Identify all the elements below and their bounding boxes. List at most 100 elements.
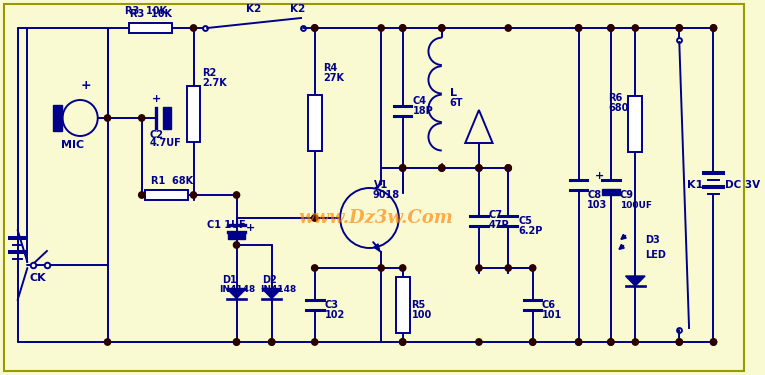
Circle shape: [311, 25, 317, 31]
Circle shape: [676, 25, 682, 31]
Text: K2: K2: [246, 4, 262, 14]
Circle shape: [104, 115, 111, 121]
Circle shape: [399, 165, 405, 171]
Bar: [163, 107, 171, 129]
Text: 9018: 9018: [373, 190, 399, 200]
Circle shape: [104, 339, 111, 345]
Bar: [629, 96, 642, 152]
Text: C3: C3: [324, 300, 338, 310]
Text: R5: R5: [412, 300, 426, 310]
Circle shape: [378, 265, 384, 271]
Text: D2: D2: [262, 275, 277, 285]
Bar: [602, 189, 620, 195]
Text: C8: C8: [588, 190, 601, 200]
Text: K1: K1: [687, 180, 703, 190]
Text: R3  10K: R3 10K: [125, 6, 167, 16]
Circle shape: [311, 265, 317, 271]
Text: 6T: 6T: [450, 98, 463, 108]
Circle shape: [575, 339, 581, 345]
Text: 18P: 18P: [412, 105, 433, 116]
Text: R6: R6: [608, 93, 622, 103]
Circle shape: [399, 25, 405, 31]
Text: C5: C5: [518, 216, 532, 225]
Text: IN4148: IN4148: [219, 285, 256, 294]
Text: L: L: [450, 88, 457, 98]
Text: R2: R2: [202, 68, 216, 78]
Polygon shape: [626, 276, 645, 286]
Text: www.Dz3w.Com: www.Dz3w.Com: [299, 209, 454, 227]
Circle shape: [505, 25, 511, 31]
Circle shape: [399, 339, 405, 345]
Circle shape: [399, 265, 405, 271]
Text: IN4148: IN4148: [260, 285, 296, 294]
Circle shape: [676, 339, 682, 345]
Circle shape: [711, 25, 717, 31]
Circle shape: [269, 339, 275, 345]
Text: C1 1UF: C1 1UF: [207, 220, 246, 230]
Circle shape: [190, 25, 197, 31]
Bar: [228, 232, 246, 239]
Text: 6.2P: 6.2P: [518, 225, 542, 236]
Circle shape: [311, 215, 317, 221]
Text: +: +: [246, 223, 256, 233]
Circle shape: [711, 339, 717, 345]
Circle shape: [438, 25, 445, 31]
Circle shape: [311, 339, 317, 345]
Circle shape: [529, 339, 536, 345]
Circle shape: [575, 25, 581, 31]
Text: DC 3V: DC 3V: [725, 180, 760, 190]
Text: C9: C9: [620, 190, 633, 200]
Text: 102: 102: [324, 310, 345, 320]
Text: C4: C4: [412, 96, 426, 105]
Circle shape: [399, 165, 405, 171]
Circle shape: [138, 115, 145, 121]
Circle shape: [529, 265, 536, 271]
Circle shape: [632, 339, 639, 345]
Text: 100: 100: [412, 310, 431, 320]
Circle shape: [233, 339, 239, 345]
Text: R3  10K: R3 10K: [129, 9, 171, 19]
Circle shape: [476, 265, 482, 271]
Bar: [308, 95, 321, 151]
Circle shape: [607, 25, 614, 31]
Polygon shape: [262, 288, 282, 298]
Circle shape: [190, 192, 197, 198]
Text: 103: 103: [588, 200, 607, 210]
Bar: [187, 86, 200, 142]
Circle shape: [476, 165, 482, 171]
Circle shape: [233, 192, 239, 198]
Circle shape: [311, 25, 317, 31]
Circle shape: [529, 339, 536, 345]
Bar: [396, 277, 409, 333]
Circle shape: [607, 339, 614, 345]
Circle shape: [676, 339, 682, 345]
Circle shape: [632, 25, 639, 31]
Circle shape: [575, 339, 581, 345]
Text: C6: C6: [542, 300, 555, 310]
Circle shape: [340, 188, 399, 248]
Circle shape: [607, 25, 614, 31]
Circle shape: [575, 25, 581, 31]
Text: 47P: 47P: [489, 220, 509, 231]
Text: D3: D3: [645, 235, 660, 245]
Circle shape: [399, 339, 405, 345]
Text: CK: CK: [29, 273, 46, 283]
Circle shape: [138, 192, 145, 198]
Circle shape: [438, 165, 445, 171]
Circle shape: [438, 25, 445, 31]
Circle shape: [505, 165, 511, 171]
Circle shape: [438, 165, 445, 171]
Circle shape: [505, 165, 511, 171]
Text: 2.7K: 2.7K: [202, 78, 227, 88]
Text: +: +: [80, 79, 91, 92]
Circle shape: [476, 165, 482, 171]
Text: 680: 680: [608, 103, 628, 113]
Text: R1  68K: R1 68K: [151, 176, 194, 186]
Text: R4: R4: [324, 63, 338, 73]
Text: 27K: 27K: [324, 73, 344, 83]
Text: +: +: [151, 94, 161, 104]
Text: 4.7UF: 4.7UF: [149, 138, 181, 148]
Text: D1: D1: [222, 275, 236, 285]
Circle shape: [711, 25, 717, 31]
Text: 101: 101: [542, 310, 562, 320]
